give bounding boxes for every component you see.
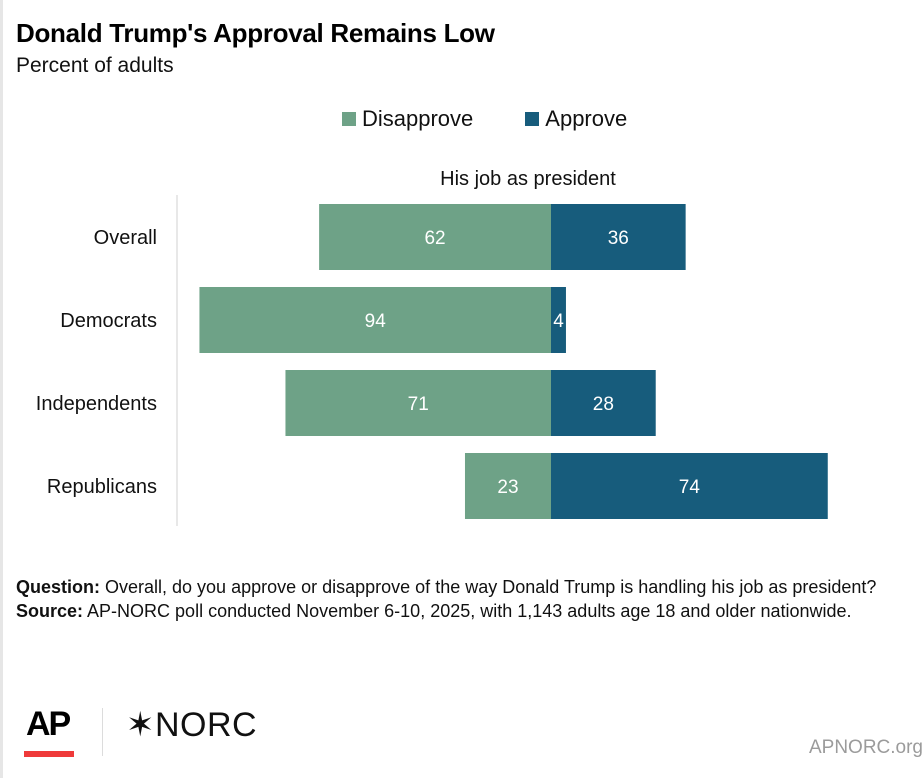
panel-title: His job as president (440, 168, 616, 190)
data-label-approve-independents: 28 (593, 394, 614, 415)
category-label-republicans: Republicans (47, 476, 157, 498)
chart-subtitle: Percent of adults (16, 54, 174, 77)
bar-approve-overall (551, 204, 686, 270)
legend-label-disapprove: Disapprove (362, 106, 474, 131)
bar-disapprove-democrats (199, 287, 551, 353)
bar-disapprove-independents (285, 370, 551, 436)
chart-notes: Question: Overall, do you approve or dis… (16, 575, 906, 623)
chart-title: Donald Trump's Approval Remains Low (16, 18, 495, 48)
ap-logo: AP (26, 705, 71, 743)
left-border (0, 0, 3, 778)
bar-disapprove-overall (319, 204, 551, 270)
question-label: Question: (16, 577, 100, 597)
legend-swatch-disapprove (342, 112, 356, 126)
bar-chart: Overall 62 36 Democrats 94 4 Independents 71 28 R… (36, 195, 828, 526)
norc-logo: ✶NORC (126, 706, 258, 744)
site-link[interactable]: APNORC.org (808, 737, 923, 758)
bar-approve-republicans (551, 453, 828, 519)
source-text: AP-NORC poll conducted November 6-10, 20… (83, 601, 852, 621)
category-label-overall: Overall (94, 227, 157, 249)
ap-logo-underline (24, 751, 74, 757)
data-label-approve-overall: 36 (608, 228, 629, 249)
bar-approve-independents (551, 370, 656, 436)
category-label-independents: Independents (36, 393, 157, 415)
data-label-disapprove-independents: 71 (408, 394, 429, 415)
legend-item-approve: Approve (525, 106, 627, 132)
data-label-disapprove-republicans: 23 (497, 477, 518, 498)
legend: Disapprove Approve (342, 106, 679, 132)
bar-approve-democrats (551, 287, 566, 353)
data-label-disapprove-overall: 62 (424, 228, 445, 249)
data-label-approve-republicans: 74 (679, 477, 701, 498)
data-label-approve-democrats: 4 (553, 311, 564, 332)
legend-item-disapprove: Disapprove (342, 106, 473, 132)
category-label-democrats: Democrats (60, 310, 157, 332)
data-label-disapprove-democrats: 94 (365, 311, 387, 332)
source-label: Source: (16, 601, 84, 621)
logo-divider (102, 708, 103, 756)
bar-disapprove-republicans (464, 453, 551, 519)
question-text: Overall, do you approve or disapprove of… (100, 577, 877, 597)
legend-swatch-approve (525, 112, 540, 126)
question-note: Question: Overall, do you approve or dis… (16, 575, 906, 599)
source-note: Source: AP-NORC poll conducted November … (16, 599, 906, 623)
legend-label-approve: Approve (545, 106, 628, 131)
